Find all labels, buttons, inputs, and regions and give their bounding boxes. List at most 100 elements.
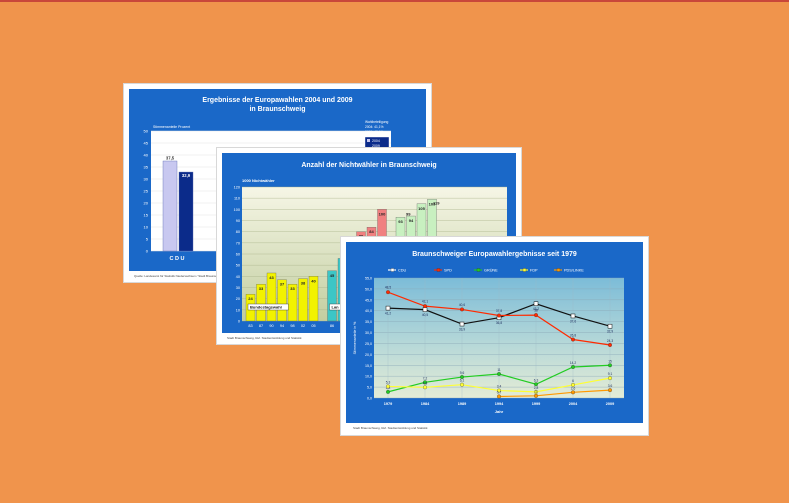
point-SPD [423,304,427,309]
y-tick-label: 50 [144,129,149,134]
legend-marker [476,268,481,272]
y-tick-label: 90 [236,219,240,223]
y-tick-label: 15 [144,213,149,218]
data-label: 37,6 [570,319,576,323]
y-tick-label: 35 [144,165,149,170]
point-SPD [386,290,390,295]
data-label: 9,6 [460,371,465,375]
data-label: 40,5 [422,313,428,317]
point-FDP [608,376,612,381]
annotation-line: 2009: 42,1% [365,130,384,134]
data-label: 5,3 [386,380,391,384]
bar [298,278,308,322]
y-tick-label: 110 [234,197,240,201]
point-SPD [460,307,464,312]
data-label: 42,1 [422,300,428,304]
data-label: 14,2 [570,361,576,365]
legend-marker [522,268,527,272]
legend-marker [436,268,441,272]
x-tick-label: 2004 [569,402,578,406]
y-tick-label: 20 [236,297,240,301]
y-tick-label: 70 [236,241,240,245]
y-tick-label: 10,0 [365,375,372,379]
data-label: 6 [572,379,574,383]
x-tick-label: 2009 [606,402,614,406]
point-GRÜNE [386,389,390,394]
legend-marker [390,268,395,272]
y-tick-label: 0 [146,249,149,254]
legend-label: PDS/LINKE [564,268,584,272]
legend-label: CDU [398,268,406,272]
y-tick-label: 60 [236,253,240,257]
data-label: 2,8 [534,386,539,390]
data-label: 33 [290,286,295,291]
y-tick-label: 25,0 [365,342,372,346]
data-label: 24,3 [607,339,613,343]
y-tick-label: 30 [144,177,149,182]
data-label: 38 [534,309,538,313]
x-tick-label: 1994 [495,402,504,406]
point-PDS/LINKE [534,393,538,398]
data-label: 45 [330,273,335,278]
legend-label: 2009 [372,144,380,148]
data-label: 43,2 [533,307,539,311]
data-label: 7,2 [423,376,428,380]
data-label: 1 [535,390,537,394]
data-label: 3,6 [608,384,613,388]
data-label: 80 [359,234,364,239]
bar [327,270,337,322]
y-tick-label: 120 [234,186,240,190]
data-label: 48,5 [385,286,391,290]
x-tick-label: 1989 [458,402,466,406]
data-label: 33 [259,286,264,291]
y-tick-label: 35,0 [365,320,372,324]
y-tick-label: 80 [236,230,240,234]
y-tick-label: 50 [236,264,240,268]
x-tick-label: 1999 [532,402,540,406]
chart-title: Ergebnisse der Europawahlen 2004 und 200… [202,97,353,104]
x-tick-label: 98 [290,324,294,328]
legend-label: FDP [530,268,538,272]
footnote: Stadt Braunschweig, Ref. Stadtentwicklun… [227,336,302,340]
point-PDS/LINKE [571,390,575,395]
bar [256,283,266,322]
x-tick-label: 94 [280,324,284,328]
data-label: 119 [433,200,440,205]
x-tick-label: 87 [259,324,263,328]
data-label: 100 [379,211,386,216]
y-tick-label: 40 [236,275,240,279]
y-tick-label: 5,0 [367,386,372,390]
y-tick-label: 20,0 [365,353,372,357]
data-label: 37 [280,282,285,287]
point-CDU [385,305,391,311]
card-europawahlergebnisse-seit-1979: Braunschweiger Europawahlergebnisse seit… [341,237,648,435]
x-tick-label: C D U [170,256,185,262]
data-label: 3,4 [497,385,502,389]
group-label: Lan [332,304,340,309]
data-label: 11 [497,368,501,372]
y-tick-label: 10 [236,308,240,312]
point-SPD [571,337,575,342]
point-SPD [534,313,538,318]
point-CDU [459,321,465,327]
chart-title: Anzahl der Nichtwähler in Braunschweig [301,162,437,169]
point-GRÜNE [608,363,612,368]
footnote: Stadt Braunschweig, Ref. Stadtentwicklun… [353,426,428,430]
group-label-box [247,303,289,311]
data-label: 15 [608,359,612,363]
point-GRÜNE [423,380,427,385]
point-GRÜNE [497,372,501,376]
data-label: 36,8 [496,321,502,325]
y-tick-label: 30,0 [365,331,372,335]
point-CDU [422,307,428,312]
legend-label: SPD [444,268,452,272]
annotation-line: Wahlbeteiligung [365,120,389,124]
x-tick-label: 90 [269,324,273,328]
data-label: 40,6 [459,303,465,307]
point-PDS/LINKE [497,394,501,399]
point-GRÜNE [460,375,464,380]
data-label: 4,9 [423,381,428,385]
data-label: 24 [248,296,253,301]
bar-2009 [178,171,194,252]
point-CDU [570,313,576,319]
